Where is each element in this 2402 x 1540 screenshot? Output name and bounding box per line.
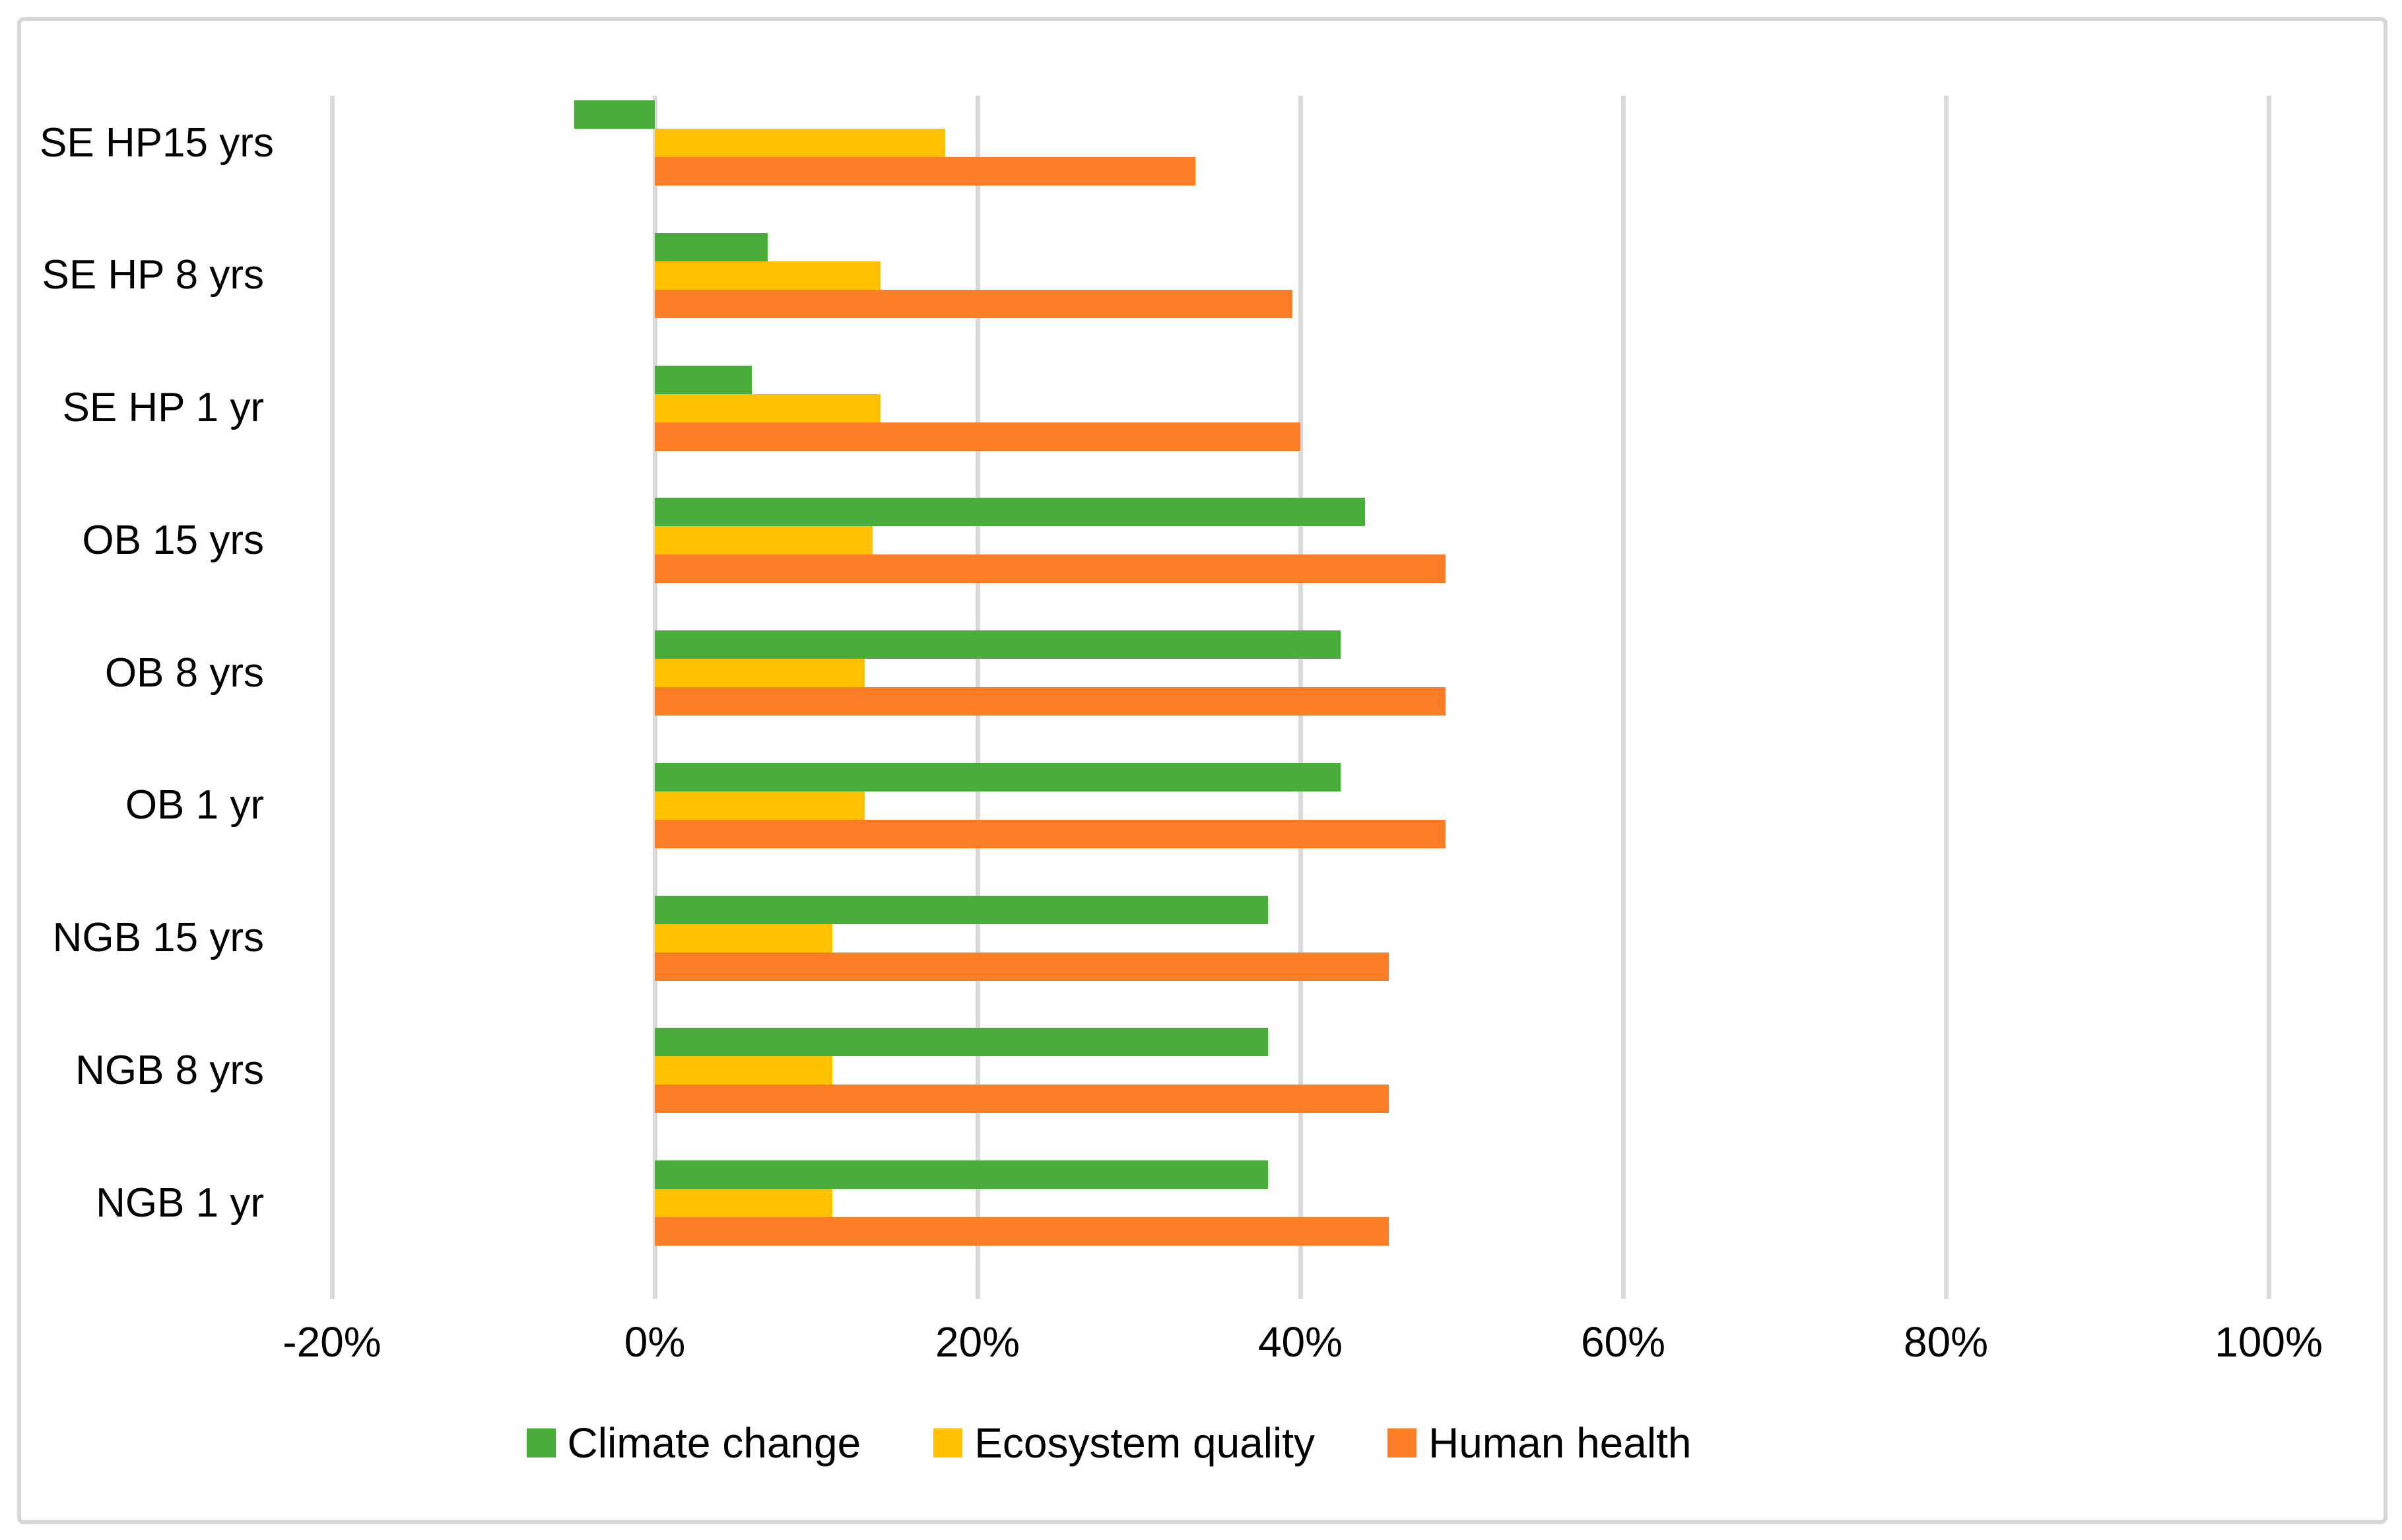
legend-item-climate-change: Climate change: [526, 1419, 861, 1467]
legend-swatch-climate-change: [526, 1428, 556, 1457]
bar-human-health-ob-1-yr: [655, 819, 1446, 848]
x-tick-label: 60%: [1580, 1318, 1666, 1366]
category-label-ob-1-yr: OB 1 yr: [125, 782, 264, 828]
bar-ecosystem-quality-ngb-8-yrs: [655, 1056, 832, 1085]
legend-item-ecosystem-quality: Ecosystem quality: [933, 1419, 1315, 1467]
x-tick-label: 20%: [935, 1318, 1020, 1366]
bar-human-health-se-hp15-yrs: [655, 157, 1196, 185]
category-label-se-hp-1-yr: SE HP 1 yr: [62, 385, 264, 430]
bar-human-health-se-hp-1-yr: [655, 422, 1300, 451]
legend-label-human-health: Human health: [1428, 1419, 1692, 1467]
category-label-ob-8-yrs: OB 8 yrs: [104, 650, 264, 696]
bar-ecosystem-quality-ngb-15-yrs: [655, 923, 832, 953]
category-label-ngb-15-yrs: NGB 15 yrs: [52, 915, 264, 960]
legend-item-human-health: Human health: [1387, 1419, 1691, 1467]
legend-swatch-ecosystem-quality: [933, 1428, 963, 1457]
category-label-se-hp15-yrs: SE HP15 yrs: [40, 119, 274, 166]
x-tick-label: -20%: [283, 1318, 382, 1366]
bar-human-health-ob-8-yrs: [655, 687, 1446, 716]
x-tick-label: 80%: [1903, 1318, 1989, 1366]
bar-climate-change-ob-15-yrs: [655, 498, 1365, 527]
category-label-ob-15-yrs: OB 15 yrs: [82, 517, 264, 563]
bar-human-health-ngb-8-yrs: [655, 1085, 1389, 1114]
gridline-60: [1620, 96, 1626, 1299]
bar-climate-change-se-hp-1-yr: [655, 365, 752, 394]
gridline--20: [329, 96, 335, 1299]
bar-climate-change-se-hp15-yrs: [574, 100, 655, 129]
bar-climate-change-ob-1-yr: [655, 762, 1341, 791]
bar-ecosystem-quality-ngb-1-yr: [655, 1189, 832, 1217]
legend-swatch-human-health: [1387, 1428, 1417, 1457]
gridline-80: [1943, 96, 1949, 1299]
bar-ecosystem-quality-ob-8-yrs: [655, 659, 865, 687]
bar-climate-change-ngb-15-yrs: [655, 895, 1269, 924]
legend: Climate change Ecosystem quality Human hea…: [0, 1419, 2218, 1467]
bar-climate-change-se-hp-8-yrs: [655, 232, 768, 261]
bar-ecosystem-quality-se-hp-8-yrs: [655, 261, 881, 290]
bar-ecosystem-quality-se-hp15-yrs: [655, 129, 946, 157]
bar-human-health-se-hp-8-yrs: [655, 289, 1292, 318]
category-label-ngb-8-yrs: NGB 8 yrs: [75, 1047, 264, 1093]
bar-human-health-ngb-1-yr: [655, 1217, 1389, 1246]
category-label-ngb-1-yr: NGB 1 yr: [96, 1180, 264, 1226]
legend-label-ecosystem-quality: Ecosystem quality: [974, 1419, 1315, 1467]
bar-ecosystem-quality-se-hp-1-yr: [655, 393, 881, 422]
bar-ecosystem-quality-ob-1-yr: [655, 791, 865, 820]
gridline-100: [2266, 96, 2271, 1299]
bar-climate-change-ngb-8-yrs: [655, 1028, 1269, 1057]
bar-ecosystem-quality-ob-15-yrs: [655, 526, 873, 555]
x-tick-label: 0%: [624, 1318, 686, 1366]
bar-climate-change-ngb-1-yr: [655, 1160, 1269, 1189]
bar-human-health-ngb-15-yrs: [655, 952, 1389, 981]
x-tick-label: 40%: [1257, 1318, 1343, 1366]
bar-climate-change-ob-8-yrs: [655, 630, 1341, 659]
category-label-se-hp-8-yrs: SE HP 8 yrs: [42, 252, 264, 298]
bar-human-health-ob-15-yrs: [655, 554, 1446, 584]
legend-label-climate-change: Climate change: [567, 1419, 861, 1467]
x-tick-label: 100%: [2215, 1318, 2323, 1366]
